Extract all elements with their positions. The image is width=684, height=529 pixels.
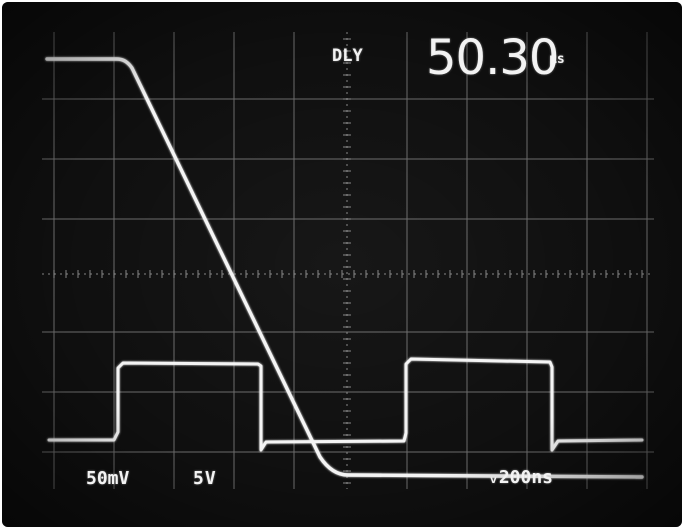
delay-value: 50.30 xyxy=(426,30,559,86)
timebase-readout: ᵥ200ns xyxy=(488,467,554,488)
ch2-square-trace xyxy=(47,357,644,452)
delay-label: DLY xyxy=(332,46,363,66)
traces xyxy=(45,57,644,479)
graticule-vertical-lines xyxy=(53,32,648,489)
graticule xyxy=(42,32,654,489)
ch1-scale-readout: 50mV xyxy=(86,468,130,489)
delay-unit: μs xyxy=(549,52,565,67)
ch2-scale-readout: 5V xyxy=(193,468,217,489)
graticule-center-axes xyxy=(42,32,654,489)
